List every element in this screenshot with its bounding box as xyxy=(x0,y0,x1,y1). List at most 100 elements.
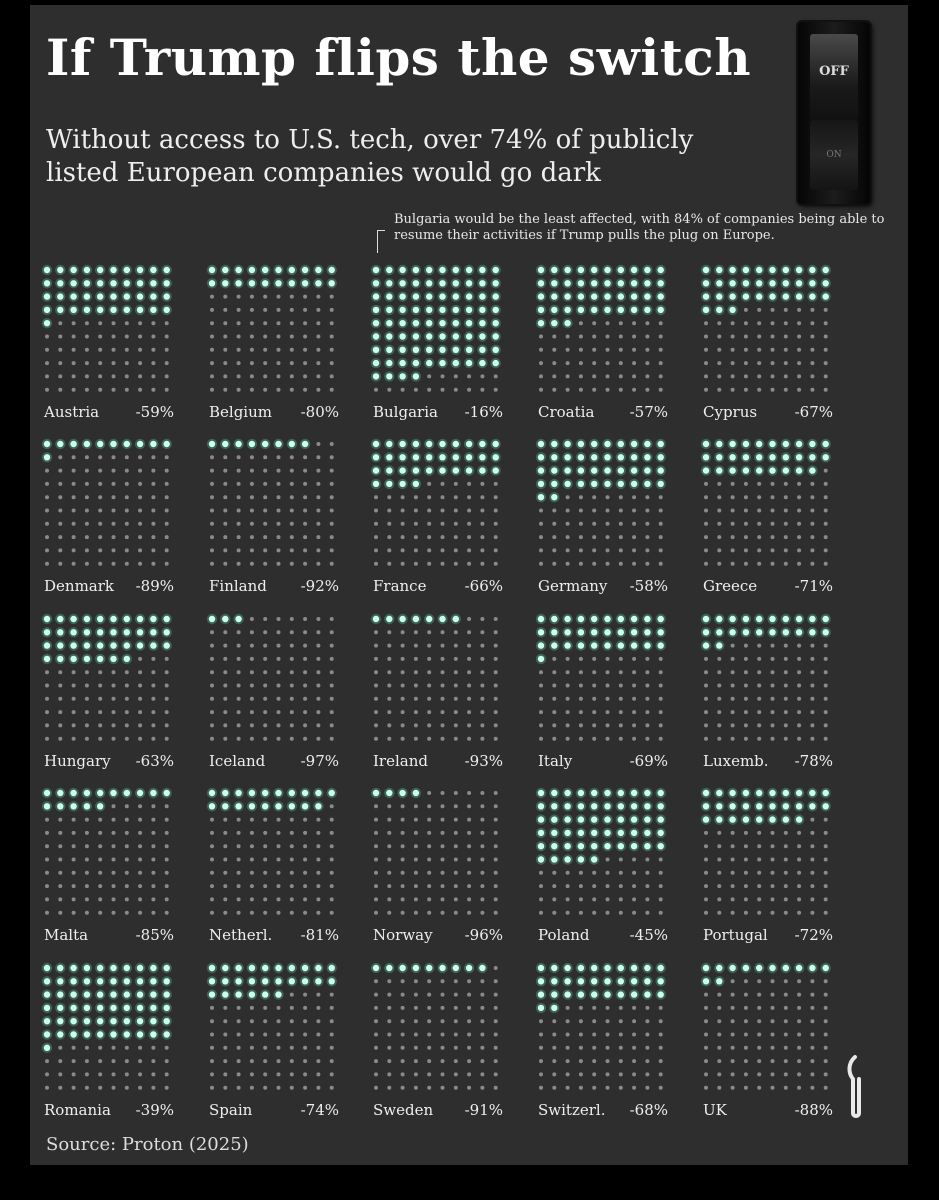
dot-active xyxy=(492,320,499,327)
dot-active xyxy=(248,978,256,985)
dot-active xyxy=(537,454,545,461)
dot-dark xyxy=(276,561,281,566)
dot-dark xyxy=(124,723,129,728)
dot-dark xyxy=(810,897,815,902)
dot-dark xyxy=(467,736,472,741)
dot-dark xyxy=(783,307,788,312)
dot-active xyxy=(537,629,545,636)
dot-dark xyxy=(138,561,143,566)
dot-dark xyxy=(717,334,722,339)
dot-dark xyxy=(453,521,458,526)
dot-dark xyxy=(400,521,405,526)
dot-dark xyxy=(374,723,378,728)
dot-active xyxy=(83,266,91,274)
dot-dark xyxy=(578,1085,583,1090)
dot-active xyxy=(657,816,664,823)
dot-dark xyxy=(400,804,405,809)
dot-dark xyxy=(797,1072,802,1077)
dot-active xyxy=(809,615,816,623)
dot-dark xyxy=(249,723,254,728)
dot-dark xyxy=(783,723,788,728)
dot-dark xyxy=(236,1072,241,1077)
dot-active xyxy=(83,1004,91,1012)
dot-dark xyxy=(413,897,418,902)
dot-dark xyxy=(303,1032,308,1037)
dot-dark xyxy=(151,870,156,875)
dot-dark xyxy=(427,1005,432,1010)
dot-active xyxy=(630,964,638,972)
dot-active xyxy=(452,306,459,314)
dot-dark xyxy=(236,870,241,875)
dot-active xyxy=(822,964,829,972)
dot-dark xyxy=(276,1032,281,1037)
dot-active xyxy=(537,1004,545,1012)
dot-dark xyxy=(770,374,775,379)
dot-dark xyxy=(138,736,143,741)
dot-dark xyxy=(539,910,543,915)
dot-dark xyxy=(164,1059,169,1064)
dot-dark xyxy=(618,495,623,500)
dot-active xyxy=(742,629,750,636)
dot-dark xyxy=(98,670,103,675)
dot-dark xyxy=(138,696,143,701)
dot-dark xyxy=(480,561,485,566)
dot-dark xyxy=(71,1045,76,1050)
dot-dark xyxy=(467,1045,472,1050)
dot-active xyxy=(630,991,638,998)
dot-dark xyxy=(71,1072,76,1077)
dot-dark xyxy=(111,521,116,526)
dot-dark xyxy=(783,857,788,862)
dot-active xyxy=(716,816,723,823)
dot-active xyxy=(452,467,459,474)
dot-active xyxy=(235,991,242,998)
dot-dark xyxy=(71,670,76,675)
dot-active xyxy=(275,964,282,972)
dot-dark xyxy=(578,696,583,701)
dot-dark xyxy=(717,1032,722,1037)
dot-active xyxy=(57,629,64,636)
dot-dark xyxy=(427,521,432,526)
dot-dark xyxy=(289,617,294,621)
dot-dark xyxy=(632,1019,637,1024)
country-percentage: -66% xyxy=(464,577,503,595)
dot-dark xyxy=(210,870,214,875)
dot-dark xyxy=(210,844,214,849)
dot-dark xyxy=(592,710,597,715)
dot-dark xyxy=(289,1085,294,1090)
dot-dark xyxy=(453,630,458,635)
dot-active xyxy=(465,320,473,327)
dot-dark xyxy=(263,374,268,379)
dot-active xyxy=(644,991,651,998)
dot-dark xyxy=(783,561,788,566)
dot-active xyxy=(809,440,816,448)
dot-dark xyxy=(539,1072,543,1077)
dot-dark xyxy=(823,736,828,741)
dot-dark xyxy=(592,1019,597,1024)
dot-active xyxy=(136,978,144,985)
dot-active xyxy=(742,789,750,797)
dot-dark xyxy=(236,670,241,675)
dot-dark xyxy=(730,844,735,849)
dot-dark xyxy=(138,468,143,473)
dot-active xyxy=(702,803,710,810)
dot-dark xyxy=(329,561,334,566)
dot-dark xyxy=(565,670,570,675)
dot-dark xyxy=(111,455,116,460)
dot-dark xyxy=(58,387,63,392)
dot-dark xyxy=(578,1032,583,1037)
dot-dark xyxy=(717,870,722,875)
dot-dark xyxy=(823,1085,828,1090)
dot-dark xyxy=(578,1045,583,1050)
dot-dark xyxy=(757,870,762,875)
dot-dark xyxy=(592,1059,597,1064)
dot-dark xyxy=(757,387,762,392)
dot-dark xyxy=(645,723,650,728)
dot-dark xyxy=(164,857,169,862)
dot-active xyxy=(439,333,446,340)
dot-dark xyxy=(71,334,76,339)
dot-dark xyxy=(413,1085,418,1090)
dot-dark xyxy=(592,910,597,915)
dot-dark xyxy=(565,723,570,728)
dot-dark xyxy=(374,897,378,902)
dot-dark xyxy=(605,1059,610,1064)
